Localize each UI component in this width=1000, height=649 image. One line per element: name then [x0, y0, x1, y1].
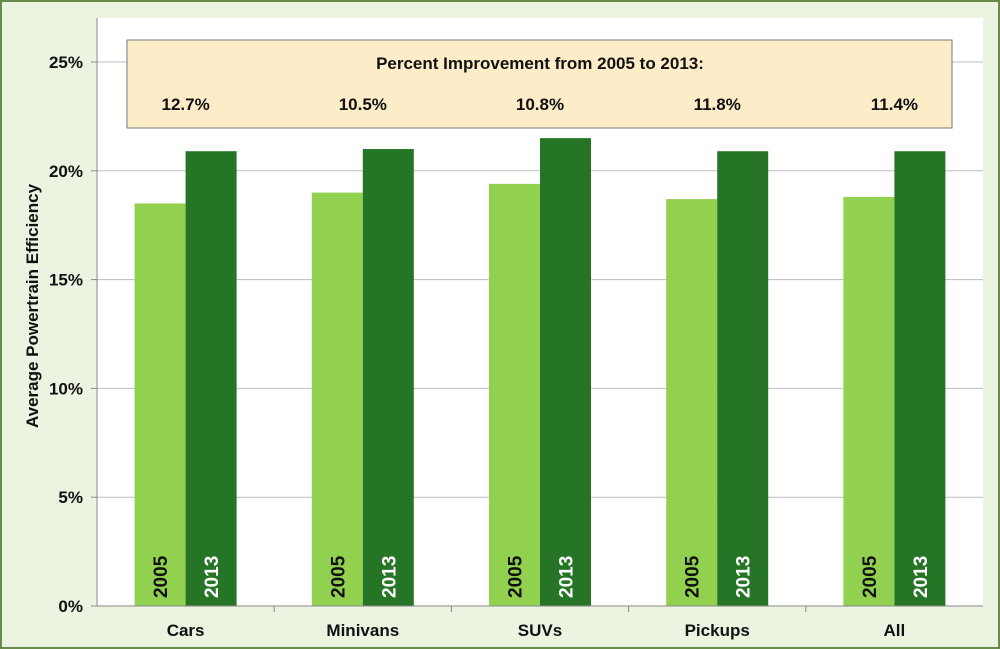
annotation-value: 10.8%: [516, 95, 564, 114]
bar-series-label: 2013: [202, 556, 223, 598]
bar-series-label: 2005: [328, 555, 349, 598]
y-axis-label: Average Powertrain Efficiency: [23, 183, 42, 428]
annotation-value: 10.5%: [339, 95, 387, 114]
category-label: Minivans: [326, 621, 399, 640]
annotation-values: 12.7% 10.5% 10.8% 11.8% 11.4%: [161, 95, 918, 114]
annotation-value: 12.7%: [161, 95, 209, 114]
bar-series-label: 2013: [911, 556, 932, 598]
y-tick-label: 0%: [58, 597, 83, 616]
bars: 2005 2013 2005 2013 2005 2013 2005 2013 2005 2013: [134, 138, 946, 607]
bar-series-label: 2005: [683, 555, 704, 598]
bar-2013: [185, 151, 237, 606]
annotation-box: [126, 39, 953, 129]
y-tick-label: 20%: [49, 162, 83, 181]
bar-series-label: 2013: [379, 556, 400, 598]
y-tick-label: 15%: [49, 271, 83, 290]
y-axis-ticks: 0% 5% 10% 15% 20% 25%: [49, 53, 97, 616]
improvement-annotation: Percent Improvement from 2005 to 2013: 1…: [126, 39, 953, 129]
category-label: Pickups: [685, 621, 750, 640]
y-tick-label: 5%: [58, 488, 83, 507]
category-label: All: [884, 621, 906, 640]
bar-2005: [311, 192, 363, 606]
annotation-title: Percent Improvement from 2005 to 2013:: [376, 54, 704, 73]
axes: [96, 18, 983, 612]
y-tick-label: 10%: [49, 379, 83, 398]
x-axis-categories: Cars Minivans SUVs Pickups All: [167, 621, 906, 640]
bar-2005: [666, 199, 718, 606]
bar-series-label: 2005: [151, 555, 172, 598]
bar-2005: [489, 183, 540, 606]
bar-2013: [894, 151, 946, 606]
bar-2013: [540, 138, 591, 606]
annotation-value: 11.4%: [871, 95, 918, 114]
bar-series-label: 2013: [557, 556, 578, 598]
annotation-value: 11.8%: [694, 95, 741, 114]
bar-2005: [134, 203, 186, 606]
y-tick-label: 25%: [49, 53, 83, 72]
bar-series-label: 2005: [860, 555, 881, 598]
bar-2013: [717, 151, 769, 606]
category-label: Cars: [167, 621, 205, 640]
bar-series-label: 2013: [734, 556, 755, 598]
bar-2013: [362, 149, 414, 607]
bar-series-label: 2005: [506, 555, 527, 598]
bar-2005: [843, 196, 895, 607]
category-label: SUVs: [518, 621, 562, 640]
